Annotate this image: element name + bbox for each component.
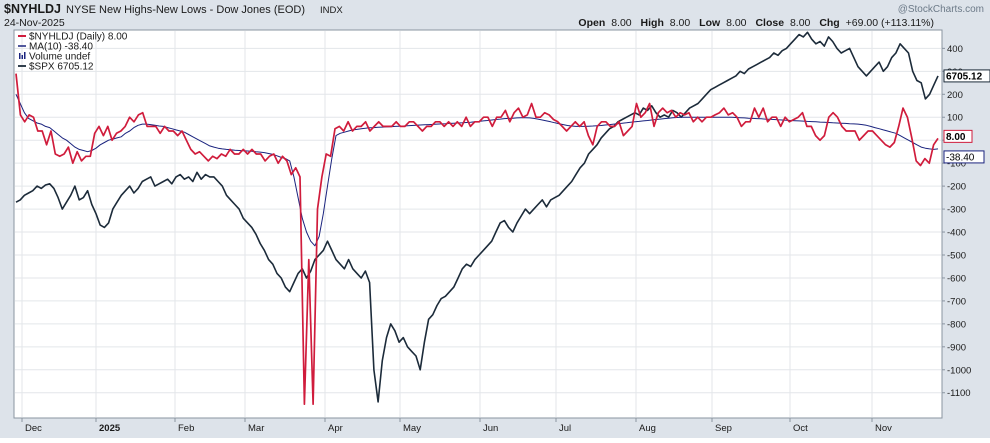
- high-label: High: [641, 17, 664, 29]
- plot-area: [13, 29, 943, 419]
- x-tick-label: 2025: [99, 423, 121, 434]
- x-tick-label: Sep: [715, 423, 732, 434]
- last-value-label: -38.40: [946, 152, 975, 163]
- legend-item-volume: Volume undef: [29, 52, 90, 63]
- chg-value: +69.00 (+113.11%): [846, 17, 934, 29]
- y-tick-label: 200: [947, 90, 963, 101]
- high-value: 8.00: [670, 17, 691, 29]
- open-value: 8.00: [611, 17, 632, 29]
- y-tick-label: -500: [947, 250, 966, 261]
- last-value-labels: 6705.12 8.00 -38.40: [943, 69, 990, 164]
- header-name: NYSE New Highs-New Lows - Dow Jones (EOD…: [66, 4, 305, 16]
- x-tick-label: Oct: [793, 423, 808, 434]
- y-tick-label: 100: [947, 113, 963, 124]
- grid-layer: [15, 31, 941, 417]
- y-axis: 400300200100-100-200-300-400-500-600-700…: [942, 44, 971, 399]
- legend-item-ma: MA(10) -38.40: [29, 42, 93, 53]
- x-tick-label: Mar: [248, 423, 264, 434]
- last-value-box: [943, 129, 973, 143]
- legend-item-spx: $SPX 6705.12: [29, 62, 94, 73]
- series-line-nyhldj: [15, 73, 939, 406]
- low-value: 8.00: [726, 17, 747, 29]
- low-label: Low: [699, 17, 721, 29]
- legend-swatch-volume: [19, 52, 26, 59]
- y-tick-label: -400: [947, 228, 966, 239]
- close-value: 8.00: [790, 17, 811, 29]
- ohlc-bar: Open 8.00 High 8.00 Low 8.00 Close 8.00 …: [578, 17, 934, 29]
- chg-label: Chg: [819, 17, 839, 29]
- y-tick-label: -800: [947, 319, 966, 330]
- last-value-label: 8.00: [946, 132, 966, 143]
- y-tick-label: -1000: [947, 365, 971, 376]
- y-tick-label: -200: [947, 182, 966, 193]
- open-label: Open: [578, 17, 605, 29]
- header-symbol: $NYHLDJ: [4, 2, 61, 16]
- legend: $NYHLDJ (Daily) 8.00 MA(10) -38.40 Volum…: [18, 32, 128, 73]
- watermark: @StockCharts.com: [898, 4, 984, 15]
- x-tick-label: Feb: [178, 423, 194, 434]
- x-tick-label: Jun: [483, 423, 498, 434]
- last-value-label: 6705.12: [946, 71, 983, 82]
- x-tick-label: Apr: [328, 423, 343, 434]
- close-label: Close: [755, 17, 784, 29]
- y-tick-label: -900: [947, 342, 966, 353]
- series-line-spx: [15, 31, 939, 403]
- y-tick-label: -700: [947, 296, 966, 307]
- y-tick-label: -1100: [947, 388, 971, 399]
- x-tick-label: Aug: [639, 423, 656, 434]
- header-exchange: INDX: [320, 5, 343, 16]
- x-tick-label: Nov: [875, 423, 892, 434]
- y-tick-label: -600: [947, 273, 966, 284]
- x-axis: Dec 2025 Feb Mar Apr May Jun Jul Aug Sep Oct Nov: [21, 418, 892, 434]
- last-value-box: [943, 150, 985, 164]
- series-layer: [15, 31, 939, 406]
- y-tick-label: -300: [947, 205, 966, 216]
- x-tick-label: May: [403, 423, 421, 434]
- y-tick-label: -100: [947, 159, 966, 170]
- legend-item-nyhldj: $NYHLDJ (Daily) 8.00: [29, 32, 128, 43]
- y-tick-label: 400: [947, 44, 963, 55]
- x-tick-label: Jul: [559, 423, 571, 434]
- last-value-box: [943, 69, 990, 83]
- x-tick-label: Dec: [25, 423, 42, 434]
- header-date: 24-Nov-2025: [4, 17, 65, 29]
